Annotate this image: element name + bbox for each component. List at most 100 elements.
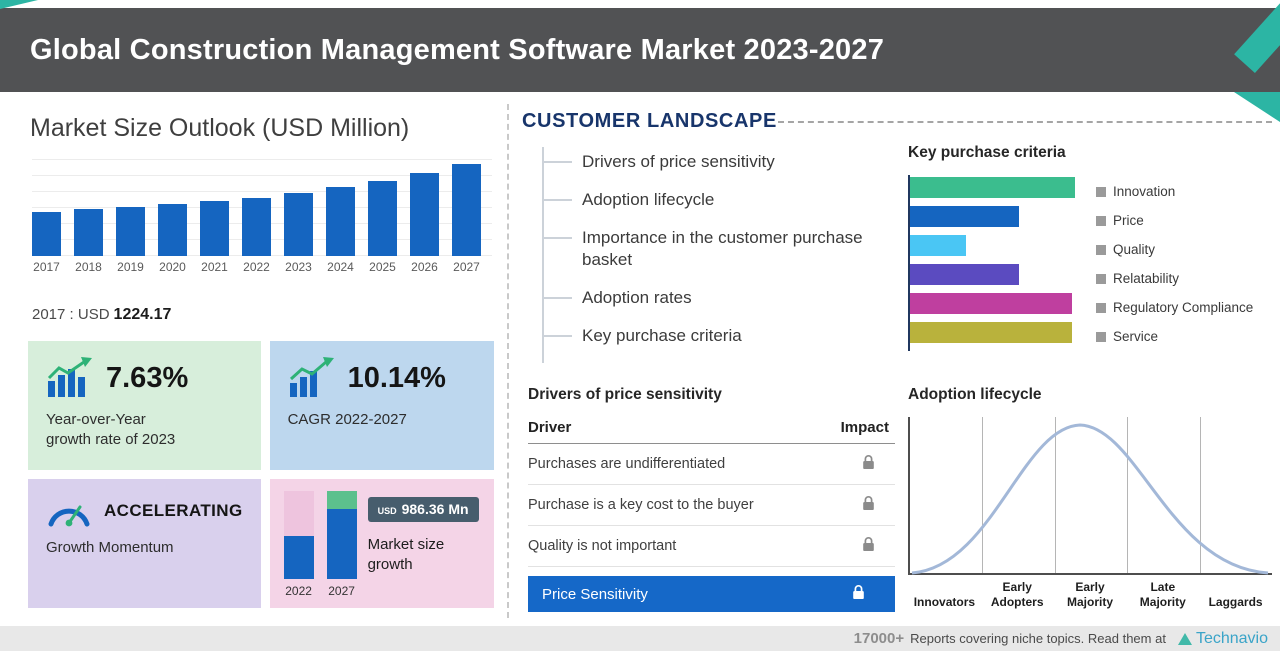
customer-landscape-title: CUSTOMER LANDSCAPE: [522, 110, 777, 132]
market-bar-column: 2017: [32, 158, 61, 278]
stage-separator: [982, 417, 984, 573]
year-tick-label: 2026: [411, 260, 438, 274]
mini-year-end: 2027: [328, 584, 355, 598]
mini-bar-end-year: 2027: [326, 491, 357, 598]
technavio-triangle-icon: [1177, 632, 1192, 645]
legend-label: Quality: [1113, 242, 1156, 257]
market-bar-column: 2019: [116, 158, 145, 278]
key-purchase-criteria-chart: Innovation Price Quality Relatability Regula…: [908, 175, 1272, 351]
impact-lock: [841, 536, 895, 556]
kpc-legend-item: Innovation: [1096, 177, 1253, 206]
price-driver-rows: Purchases are undifferentiated Purchase i…: [528, 444, 895, 567]
customer-landscape-list: Drivers of price sensitivity Adoption lif…: [542, 147, 877, 363]
kpc-legend-item: Price: [1096, 206, 1253, 235]
adoption-lifecycle-chart: [908, 417, 1272, 575]
yoy-stat-row: 7.63%: [46, 357, 243, 399]
market-bar-column: 2021: [200, 158, 229, 278]
yoy-label-line2: growth rate of 2023: [46, 431, 176, 449]
adoption-lifecycle-title: Adoption lifecycle: [908, 386, 1042, 403]
speedometer-icon: [48, 505, 90, 527]
lock-icon: [862, 455, 874, 469]
customer-landscape-dashed-rule: [778, 121, 1272, 123]
cagr-stat-row: 10.14%: [288, 357, 476, 399]
bell-curve: [911, 423, 1269, 575]
yoy-growth-card: 7.63% Year-over-Year growth rate of 2023: [28, 341, 261, 470]
kpc-legend-item: Quality: [1096, 235, 1253, 264]
market-bar-column: 2025: [368, 158, 397, 278]
footer-text: Reports covering niche topics. Read them…: [910, 631, 1166, 646]
cagr-value: 10.14%: [347, 361, 446, 394]
legend-marker-icon: [1096, 331, 1106, 342]
kpc-bar: [910, 177, 1075, 198]
year-tick-label: 2025: [369, 260, 396, 274]
growth-label-line2: growth: [367, 556, 413, 574]
price-driver-row: Purchases are undifferentiated: [528, 444, 895, 485]
driver-label: Quality is not important: [528, 538, 677, 554]
driver-label: Purchase is a key cost to the buyer: [528, 497, 754, 513]
kpc-bar: [910, 322, 1072, 343]
kpc-bar: [910, 235, 966, 256]
market-bar-column: 2020: [158, 158, 187, 278]
price-driver-row: Quality is not important: [528, 526, 895, 567]
page-title: Global Construction Management Software …: [30, 33, 885, 66]
legend-label: Service: [1113, 329, 1159, 344]
stage-separator: [1054, 417, 1056, 573]
legend-label: Price: [1113, 213, 1144, 228]
customer-landscape-item: Drivers of price sensitivity: [544, 151, 877, 173]
market-bar-column: 2023: [284, 158, 313, 278]
driver-column-header: Driver: [528, 419, 572, 436]
lifecycle-stage-label: Laggards: [1208, 595, 1263, 609]
teal-accent-top-left: [0, 0, 38, 9]
impact-lock: [841, 495, 895, 515]
lifecycle-stage-label: Innovators: [913, 595, 976, 609]
impact-lock: [841, 454, 895, 474]
badge-currency: USD: [377, 506, 397, 516]
market-bar: [158, 204, 187, 256]
year-tick-label: 2022: [243, 260, 270, 274]
kpc-legend-item: Service: [1096, 322, 1253, 351]
report-count: 17000+: [853, 630, 905, 647]
year-tick-label: 2017: [33, 260, 60, 274]
growth-momentum-card: ACCELERATING Growth Momentum: [28, 479, 261, 608]
mini-year-start: 2022: [285, 584, 312, 598]
cagr-growth-icon: [289, 357, 334, 397]
momentum-value: ACCELERATING: [104, 501, 243, 520]
market-bar: [326, 187, 355, 256]
market-bar-column: 2027: [452, 158, 481, 278]
customer-landscape-item: Importance in the customer purchase bask…: [544, 227, 877, 271]
legend-label: Innovation: [1113, 184, 1176, 199]
mini-bar-start-year: 2022: [283, 491, 314, 598]
lifecycle-stages: Innovators Early Adopters Early Majority La…: [908, 580, 1272, 610]
header: Global Construction Management Software …: [0, 8, 1280, 92]
lock-icon: [862, 496, 874, 510]
kpc-legend-item: Relatability: [1096, 264, 1253, 293]
kpc-bar: [910, 264, 1019, 285]
kpc-legend-item: Regulatory Compliance: [1096, 293, 1253, 322]
momentum-stat-row: ACCELERATING: [46, 495, 243, 527]
price-driver-row: Purchase is a key cost to the buyer: [528, 485, 895, 526]
yoy-label: Year-over-Year growth rate of 2023: [46, 410, 243, 451]
stage-separator: [1127, 417, 1129, 573]
badge-value: 986.36 Mn: [401, 501, 469, 517]
market-bar: [284, 193, 313, 256]
year-tick-label: 2019: [117, 260, 144, 274]
market-size-growth-card: 2022 2027 USD 986.36 Mn Market size grow…: [269, 479, 494, 608]
impact-column-header: Impact: [840, 419, 889, 436]
year-tick-label: 2023: [285, 260, 312, 274]
cagr-label-line: CAGR 2022-2027: [287, 411, 407, 428]
price-sensitivity-highlight-row: Price Sensitivity: [528, 576, 895, 612]
year-tick-label: 2027: [453, 260, 480, 274]
customer-landscape-item: Adoption lifecycle: [544, 189, 877, 211]
market-bar-column: 2018: [74, 158, 103, 278]
base-year-label: 2017 : USD: [32, 306, 110, 323]
price-sensitivity-section: Drivers of price sensitivity Driver Impa…: [528, 386, 895, 612]
growth-delta-cap: [326, 491, 357, 509]
market-outlook-title: Market Size Outlook (USD Million): [30, 114, 410, 142]
market-size-growth-mini-chart: 2022 2027: [283, 491, 357, 598]
teal-accent-header-right: [1234, 92, 1280, 122]
kpc-legend: Innovation Price Quality Relatability Regula…: [1096, 175, 1253, 351]
growth-value-badge: USD 986.36 Mn: [367, 497, 479, 522]
price-table-header: Driver Impact: [528, 419, 895, 444]
technavio-logo[interactable]: Technavio: [1177, 630, 1268, 648]
